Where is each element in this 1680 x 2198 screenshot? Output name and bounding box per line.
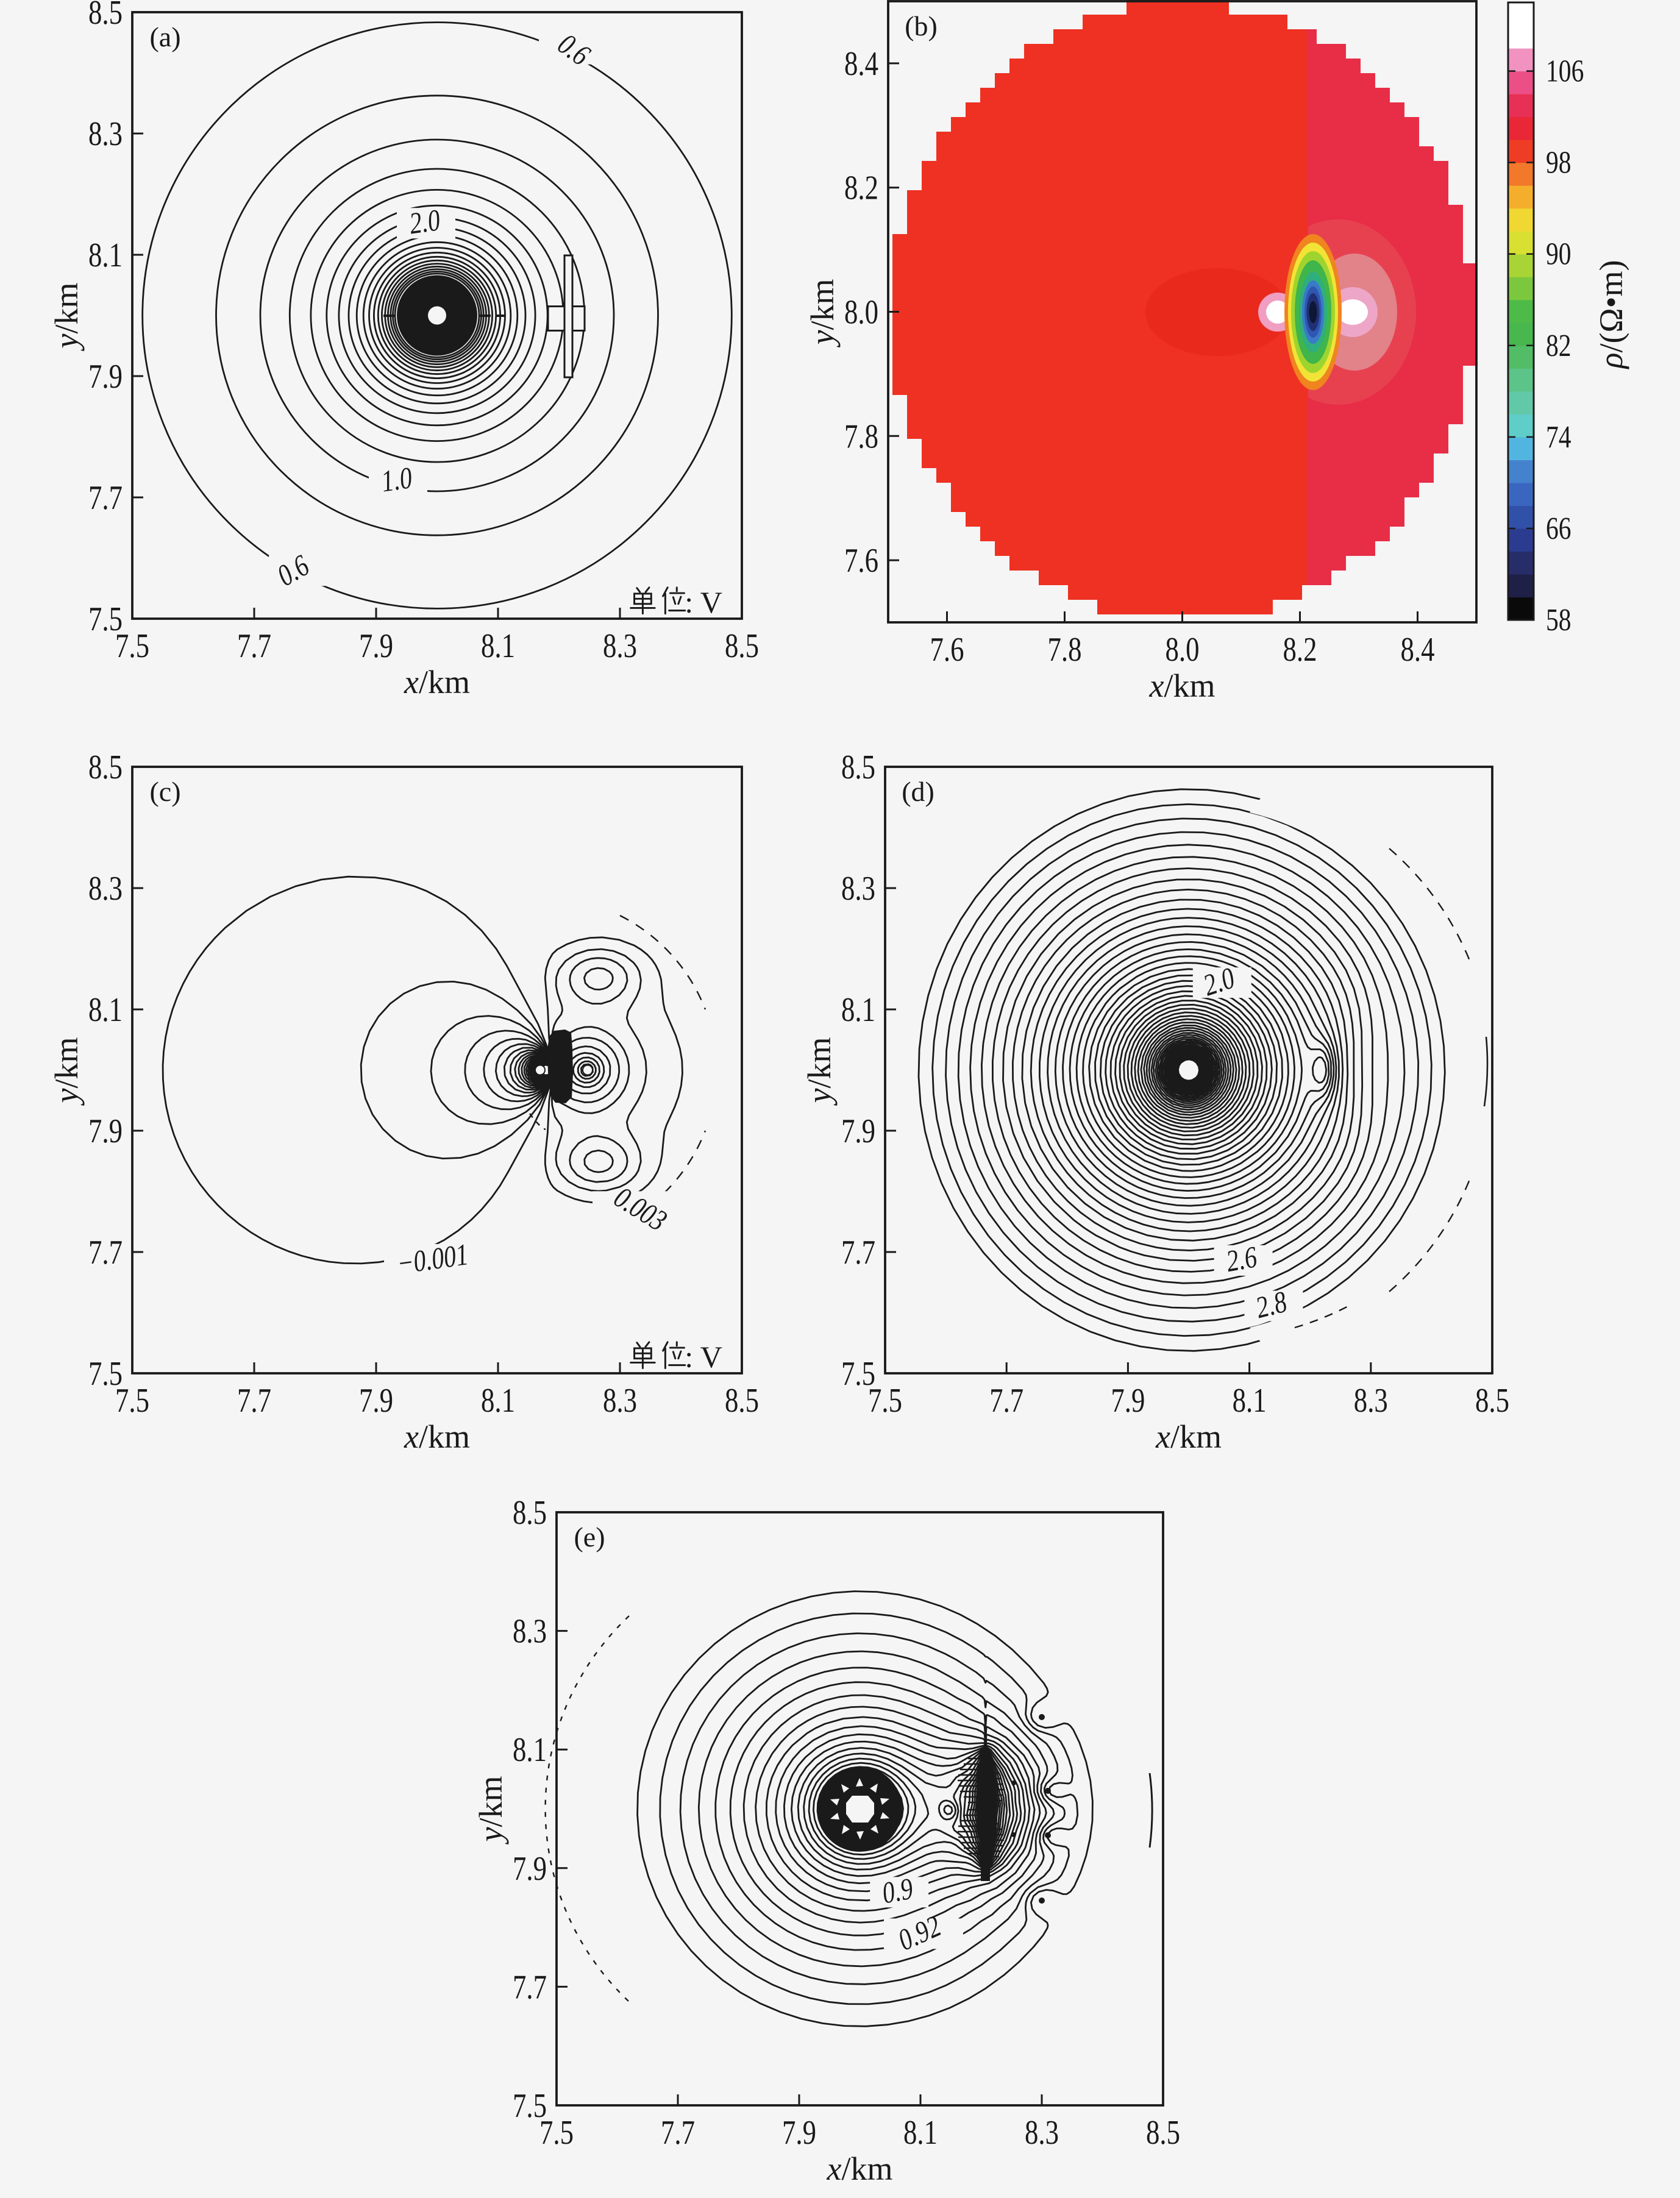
svg-text:7.9: 7.9	[88, 357, 123, 395]
svg-text:8.1: 8.1	[481, 627, 515, 664]
svg-text:74: 74	[1546, 420, 1571, 455]
svg-text:2.6: 2.6	[1223, 1240, 1259, 1278]
svg-text:7.5: 7.5	[539, 2113, 574, 2151]
svg-text:7.5: 7.5	[841, 1354, 875, 1392]
svg-text:8.1: 8.1	[903, 2113, 938, 2151]
svg-text:8.4: 8.4	[844, 44, 878, 82]
svg-text:8.1: 8.1	[481, 1381, 515, 1419]
svg-text:7.7: 7.7	[237, 627, 271, 664]
svg-text:7.7: 7.7	[88, 478, 123, 516]
svg-text:7.5: 7.5	[115, 1381, 149, 1419]
svg-text:7.5: 7.5	[88, 1354, 123, 1392]
svg-text:8.3: 8.3	[603, 1381, 637, 1419]
svg-text:(d): (d)	[902, 776, 934, 807]
svg-text:8.5: 8.5	[725, 627, 759, 664]
svg-text:7.6: 7.6	[930, 630, 964, 668]
svg-text:8.5: 8.5	[725, 1381, 759, 1419]
svg-text:2.0: 2.0	[407, 203, 443, 241]
svg-text:(c): (c)	[149, 776, 180, 807]
svg-text:(a): (a)	[149, 21, 180, 52]
svg-text:8.1: 8.1	[88, 236, 123, 274]
svg-text:: V: : V	[685, 1340, 722, 1374]
svg-text:7.7: 7.7	[237, 1381, 271, 1419]
svg-text:8.4: 8.4	[1400, 630, 1434, 668]
svg-text:x/km: x/km	[1149, 667, 1216, 704]
svg-text:8.3: 8.3	[88, 869, 123, 907]
svg-text:7.5: 7.5	[115, 627, 149, 664]
svg-text:7.9: 7.9	[359, 627, 393, 664]
svg-text:58: 58	[1546, 603, 1571, 638]
svg-text:8.0: 8.0	[844, 293, 878, 331]
svg-text:7.7: 7.7	[88, 1233, 123, 1271]
svg-text:(b): (b)	[905, 10, 938, 41]
svg-text:7.9: 7.9	[1111, 1381, 1145, 1419]
svg-text:106: 106	[1546, 54, 1584, 88]
svg-text:8.5: 8.5	[1475, 1381, 1509, 1419]
svg-text:y/km: y/km	[48, 1037, 85, 1106]
svg-text:8.1: 8.1	[88, 991, 123, 1028]
svg-text:8.2: 8.2	[844, 169, 878, 207]
svg-text:8.3: 8.3	[1354, 1381, 1388, 1419]
svg-text:7.9: 7.9	[513, 1849, 547, 1887]
svg-text:x/km: x/km	[404, 1418, 470, 1455]
svg-text:8.5: 8.5	[841, 748, 875, 786]
svg-text:1.0: 1.0	[379, 461, 415, 499]
svg-text:7.8: 7.8	[844, 418, 878, 455]
svg-text:(e): (e)	[574, 1521, 605, 1552]
svg-text:8.0: 8.0	[1165, 630, 1199, 668]
svg-text:8.3: 8.3	[603, 627, 637, 664]
svg-text:y/km: y/km	[801, 1037, 838, 1106]
svg-text:7.7: 7.7	[841, 1233, 875, 1271]
svg-text:7.7: 7.7	[661, 2113, 695, 2151]
svg-text:7.5: 7.5	[88, 600, 123, 638]
svg-text:x/km: x/km	[827, 2150, 893, 2187]
svg-text:7.5: 7.5	[513, 2086, 547, 2124]
svg-text:7.5: 7.5	[868, 1381, 902, 1419]
svg-text:8.5: 8.5	[88, 0, 123, 31]
svg-text:8.5: 8.5	[513, 1493, 547, 1531]
svg-text:8.5: 8.5	[88, 748, 123, 786]
svg-text:8.3: 8.3	[841, 869, 875, 907]
svg-text:7.7: 7.7	[513, 1968, 547, 2006]
svg-text:7.9: 7.9	[359, 1381, 393, 1419]
svg-text:66: 66	[1546, 511, 1571, 546]
svg-text:7.8: 7.8	[1047, 630, 1081, 668]
svg-text:y/km: y/km	[472, 1776, 509, 1845]
svg-text:ρ/(Ω•m): ρ/(Ω•m)	[1593, 260, 1629, 370]
svg-text:82: 82	[1546, 329, 1571, 363]
svg-text:7.7: 7.7	[989, 1381, 1023, 1419]
svg-text:8.3: 8.3	[513, 1612, 547, 1650]
svg-text:7.9: 7.9	[88, 1112, 123, 1150]
svg-text:8.1: 8.1	[1233, 1381, 1267, 1419]
svg-text:7.9: 7.9	[841, 1112, 875, 1150]
svg-text:0.9: 0.9	[880, 1871, 916, 1910]
svg-text:7.6: 7.6	[844, 541, 878, 579]
svg-text:90: 90	[1546, 237, 1571, 271]
svg-text:x/km: x/km	[1155, 1418, 1222, 1455]
svg-text:8.3: 8.3	[1025, 2113, 1059, 2151]
svg-text:98: 98	[1546, 145, 1571, 180]
svg-text:8.5: 8.5	[1146, 2113, 1180, 2151]
svg-text:x/km: x/km	[404, 664, 470, 700]
svg-text:8.1: 8.1	[841, 991, 875, 1028]
svg-text:y/km: y/km	[804, 279, 841, 348]
svg-text:y/km: y/km	[48, 283, 85, 352]
svg-text:8.1: 8.1	[513, 1731, 547, 1769]
svg-text:: V: : V	[685, 585, 722, 619]
svg-text:8.3: 8.3	[88, 115, 123, 152]
svg-text:7.9: 7.9	[782, 2113, 816, 2151]
svg-text:8.2: 8.2	[1283, 630, 1317, 668]
